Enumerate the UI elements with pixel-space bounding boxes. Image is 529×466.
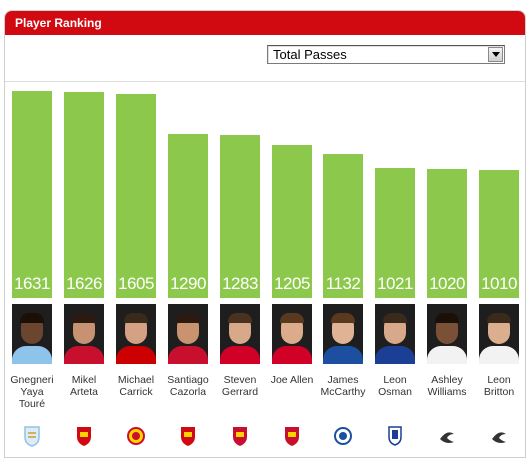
metric-select[interactable]: Total Passes: [267, 45, 505, 64]
player-name: Santiago Cazorla: [162, 374, 214, 398]
ranking-bar[interactable]: 1605: [116, 94, 156, 298]
metric-select-value: Total Passes: [273, 47, 347, 62]
widget-title: Player Ranking: [5, 11, 525, 35]
player-name-line: Steven: [223, 374, 257, 386]
player-name-line: McCarthy: [320, 386, 366, 398]
player-name-line: Britton: [483, 386, 515, 398]
toolbar: Total Passes: [5, 35, 525, 82]
player-name-line: Santiago: [167, 374, 209, 386]
player-name-line: Osman: [378, 386, 412, 398]
everton-crest-icon[interactable]: [386, 425, 404, 447]
manchester-united-crest-icon[interactable]: [127, 425, 145, 447]
player-photo[interactable]: [427, 304, 467, 364]
bar-value-label: 1605: [118, 274, 154, 293]
player-name-line: Carrick: [119, 386, 153, 398]
player-name: Gnegneri Yaya Touré: [6, 374, 58, 410]
player-name-line: Leon: [487, 374, 511, 386]
player-name-line: Leon: [383, 374, 407, 386]
arsenal-crest-icon[interactable]: [75, 425, 93, 447]
player-name-line: Gerrard: [221, 386, 259, 398]
ranking-bar[interactable]: 1631: [12, 91, 52, 298]
player-name-line: Mikel: [71, 374, 97, 386]
player-photo[interactable]: [12, 304, 52, 364]
ranking-bar[interactable]: 1010: [479, 170, 519, 298]
player-photo[interactable]: [479, 304, 519, 364]
player-photo[interactable]: [64, 304, 104, 364]
ranking-bar[interactable]: 1290: [168, 134, 208, 298]
player-name-line: Joe Allen: [270, 374, 314, 386]
player-name-line: Michael: [117, 374, 155, 386]
bar-value-label: 1021: [377, 274, 413, 293]
player-name: Joe Allen: [266, 374, 318, 386]
player-photo[interactable]: [323, 304, 363, 364]
ranking-bar[interactable]: 1283: [220, 135, 260, 298]
player-name-line: Cazorla: [169, 386, 207, 398]
manchester-city-crest-icon[interactable]: [23, 425, 41, 447]
bar-value-label: 1020: [429, 274, 465, 293]
player-name: Mikel Arteta: [58, 374, 110, 398]
ranking-chart: 1631 Gnegneri Yaya Touré 1626 Mikel Arteta 1605…: [5, 82, 525, 457]
player-name: Michael Carrick: [110, 374, 162, 398]
player-photo[interactable]: [168, 304, 208, 364]
player-name: Leon Osman: [369, 374, 421, 398]
ranking-bar[interactable]: 1132: [323, 154, 363, 298]
bar-value-label: 1205: [274, 274, 310, 293]
player-name-line: Gnegneri: [10, 374, 54, 386]
bar-value-label: 1631: [14, 274, 50, 293]
dropdown-arrow-icon[interactable]: [488, 47, 503, 62]
ranking-bar[interactable]: 1020: [427, 169, 467, 298]
player-name: James McCarthy: [317, 374, 369, 398]
player-photo[interactable]: [272, 304, 312, 364]
player-photo[interactable]: [220, 304, 260, 364]
liverpool-crest-icon[interactable]: [283, 425, 301, 447]
swansea-crest-icon[interactable]: [490, 425, 508, 447]
player-name: Leon Britton: [473, 374, 525, 398]
player-ranking-widget: Player Ranking Total Passes 1631 Gnegneri…: [4, 10, 526, 458]
player-name-line: Arteta: [69, 386, 98, 398]
bar-value-label: 1626: [66, 274, 102, 293]
player-name-line: Williams: [427, 386, 467, 398]
player-name-line: Ashley: [431, 374, 463, 386]
player-name-line: Yaya: [20, 386, 44, 398]
player-name: Steven Gerrard: [214, 374, 266, 398]
bar-value-label: 1290: [170, 274, 206, 293]
player-photo[interactable]: [116, 304, 156, 364]
bar-value-label: 1283: [222, 274, 258, 293]
bar-value-label: 1010: [481, 274, 517, 293]
player-photo[interactable]: [375, 304, 415, 364]
arsenal-crest-icon[interactable]: [179, 425, 197, 447]
ranking-bar[interactable]: 1021: [375, 168, 415, 298]
swansea-crest-icon[interactable]: [438, 425, 456, 447]
wigan-crest-icon[interactable]: [334, 425, 352, 447]
ranking-bar[interactable]: 1205: [272, 145, 312, 298]
player-name: Ashley Williams: [421, 374, 473, 398]
player-name-line: Touré: [18, 398, 46, 410]
player-name-line: James: [327, 374, 359, 386]
ranking-bar[interactable]: 1626: [64, 92, 104, 298]
bar-value-label: 1132: [325, 274, 361, 293]
liverpool-crest-icon[interactable]: [231, 425, 249, 447]
